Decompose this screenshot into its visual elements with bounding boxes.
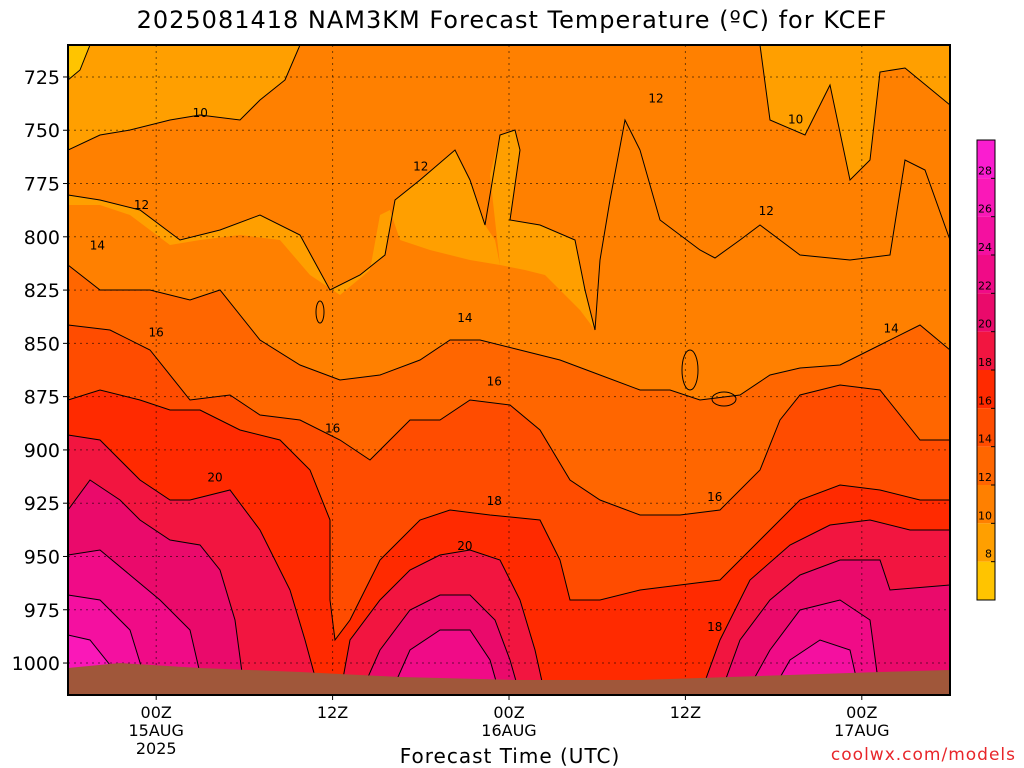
y-tick-label: 800 — [24, 227, 60, 249]
contour-island — [711, 391, 737, 407]
colorbar-tick-label: 26 — [978, 203, 992, 216]
colorbar-tick-label: 8 — [985, 548, 992, 561]
colorbar-swatch — [977, 178, 995, 217]
colorbar-swatch — [977, 446, 995, 485]
colorbar-swatch — [977, 255, 995, 294]
contour-line-22 — [68, 479, 246, 695]
contour-labels: 10 10 12 12 12 12 14 14 14 16 16 16 16 18 18 20 20 — [90, 91, 899, 634]
ground-terrain — [68, 663, 950, 695]
contour-label: 18 — [707, 620, 722, 634]
contour-line-24-b — [389, 629, 501, 695]
colorbar-swatch — [977, 140, 995, 179]
contour-line-22-c — [719, 559, 950, 695]
colorbar-swatch — [977, 216, 995, 255]
colorbar-swatch — [977, 370, 995, 409]
chart-title: 2025081418 NAM3KM Forecast Temperature (… — [136, 6, 888, 34]
y-tick-label: 750 — [24, 120, 60, 142]
contour-line-24-c — [744, 599, 881, 695]
x-tick-label: 00Z — [493, 703, 524, 722]
contour-label: 16 — [707, 490, 722, 504]
contour-label: 12 — [134, 198, 149, 212]
contour-label: 20 — [207, 471, 222, 485]
x-tick-label: 15AUG — [128, 721, 183, 740]
contour-label: 10 — [788, 113, 803, 127]
y-tick-label: 825 — [24, 280, 60, 302]
colorbar-tick-label: 18 — [978, 356, 992, 369]
colorbar-tick-label: 12 — [978, 471, 992, 484]
colorbar-tick-label: 14 — [978, 433, 992, 446]
contour-line-16 — [68, 324, 950, 516]
contour-line-26 — [68, 594, 151, 695]
colorbar-tick-label: 20 — [978, 318, 992, 331]
x-tick-label: 00Z — [141, 703, 172, 722]
colorbar-tick-label: 10 — [978, 509, 992, 522]
contour-line-10-b — [759, 45, 950, 182]
contour-island — [315, 300, 325, 324]
contour-line-24 — [68, 549, 206, 695]
colorbar-swatch — [977, 331, 995, 370]
x-tick-label: 12Z — [317, 703, 348, 722]
contour-label: 16 — [487, 375, 502, 389]
contour-line-20-b — [339, 549, 546, 695]
y-tick-label: 975 — [24, 600, 60, 622]
x-tick-label: 17AUG — [834, 721, 889, 740]
y-tick-label: 925 — [24, 493, 60, 515]
contour-line-8 — [68, 45, 91, 81]
y-tick-label: 725 — [24, 67, 60, 89]
band-10-12-b — [490, 130, 595, 330]
y-tick-label: 950 — [24, 546, 60, 568]
contour-line-12 — [68, 118, 950, 331]
contour-label: 16 — [149, 326, 164, 340]
band-10-12-c — [68, 150, 500, 295]
contour-line-20-c — [699, 519, 950, 695]
contour-line-10 — [68, 45, 301, 151]
x-tick-label: 12Z — [670, 703, 701, 722]
x-tick-label: 00Z — [846, 703, 877, 722]
contour-island — [681, 349, 699, 391]
y-tick-label: 900 — [24, 440, 60, 462]
credit-text: coolwx.com/models — [830, 745, 1016, 765]
colorbar-tick-label: 28 — [978, 164, 992, 177]
contour-label: 14 — [884, 321, 899, 335]
colorbar: 8 10 12 14 16 18 20 22 24 26 28 — [976, 139, 996, 601]
contour-label: 10 — [193, 106, 208, 120]
y-tick-label: 875 — [24, 387, 60, 409]
colorbar-tick-label: 22 — [978, 279, 992, 292]
y-tick-label: 775 — [24, 174, 60, 196]
y-tick-label: 850 — [24, 333, 60, 355]
band-8-10 — [68, 45, 90, 80]
contour-label: 12 — [413, 159, 428, 173]
contour-line-22-b — [359, 594, 521, 695]
y-tick-label: 1000 — [12, 653, 60, 675]
colorbar-swatch — [977, 408, 995, 447]
contour-label: 14 — [457, 311, 472, 325]
contour-label: 16 — [325, 422, 340, 436]
colorbar-swatch — [977, 523, 995, 562]
y-axis: 725 750 775 800 825 850 875 900 925 950 975 1000 — [12, 67, 68, 675]
colorbar-swatch — [977, 561, 995, 600]
contour-label: 18 — [487, 494, 502, 508]
contour-label: 12 — [759, 204, 774, 218]
x-tick-label: 2025 — [136, 739, 177, 758]
contour-line-18 — [68, 389, 950, 642]
contour-line-26-b — [769, 639, 861, 695]
colorbar-swatch — [977, 293, 995, 332]
colorbar-tick-label: 16 — [978, 394, 992, 407]
contour-lines — [68, 45, 950, 695]
contour-label: 12 — [648, 91, 663, 105]
colorbar-tick-label: 24 — [978, 241, 992, 254]
contour-label: 20 — [457, 539, 472, 553]
x-axis-label: Forecast Time (UTC) — [399, 744, 621, 768]
x-tick-label: 16AUG — [481, 721, 536, 740]
colorbar-swatch — [977, 485, 995, 524]
grid-lines — [68, 45, 950, 695]
contour-label: 14 — [90, 238, 105, 252]
contour-line-20 — [68, 434, 321, 695]
